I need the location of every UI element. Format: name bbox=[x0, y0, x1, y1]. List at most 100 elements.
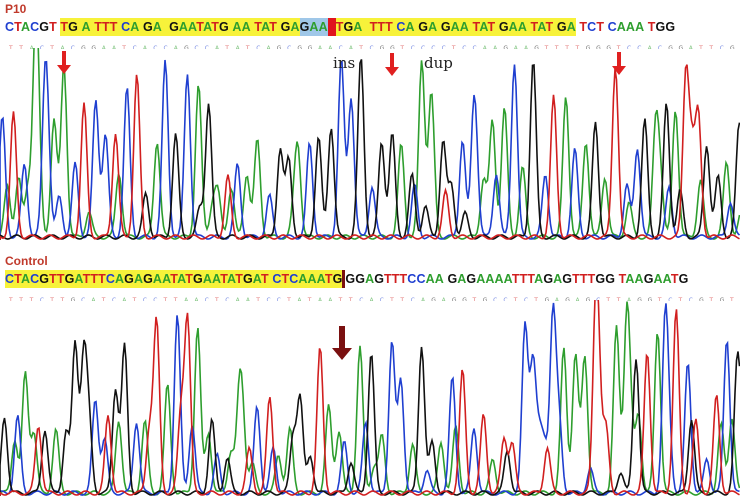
control-chromatogram-panel: Control CTACGTTGATTTCAGAGAATATGAATATGAT … bbox=[0, 252, 740, 504]
base-call-letter: G bbox=[668, 45, 673, 49]
base-call-letter: T bbox=[544, 45, 549, 49]
base-call-letter: T bbox=[338, 297, 343, 301]
base-call-letter: T bbox=[173, 297, 178, 301]
base-call-letter: T bbox=[708, 45, 713, 49]
trace-channel-c bbox=[0, 59, 740, 240]
base-call-letter: T bbox=[101, 297, 106, 301]
base-call-letter: G bbox=[545, 297, 550, 301]
base-call-letter: A bbox=[370, 297, 375, 301]
base-call-letter: T bbox=[657, 297, 662, 301]
base-call-letter: A bbox=[576, 297, 581, 301]
base-call-letter: C bbox=[205, 45, 209, 49]
p10-sequence-segment: TCT CAAA TGG bbox=[579, 20, 676, 34]
base-call-letter: A bbox=[421, 297, 426, 301]
base-call-letter: T bbox=[121, 45, 126, 49]
base-call-letter: A bbox=[689, 45, 694, 49]
base-call-letter: T bbox=[348, 297, 353, 301]
base-call-letter: C bbox=[81, 297, 85, 301]
base-call-letter: T bbox=[8, 45, 13, 49]
base-call-letter: T bbox=[224, 45, 229, 49]
base-call-letter: A bbox=[555, 297, 560, 301]
base-call-letter: A bbox=[91, 297, 96, 301]
base-call-letter: G bbox=[390, 45, 395, 49]
base-call-letter: C bbox=[153, 45, 157, 49]
base-call-letter: C bbox=[256, 45, 260, 49]
base-call-letter: A bbox=[215, 45, 220, 49]
base-call-letter: A bbox=[524, 45, 529, 49]
base-call-letter: C bbox=[71, 45, 75, 49]
base-call-letter: T bbox=[132, 297, 137, 301]
base-call-letter: C bbox=[411, 45, 415, 49]
trace-channel-a bbox=[0, 301, 740, 496]
base-call-letter: A bbox=[514, 45, 519, 49]
base-call-letter: A bbox=[30, 45, 35, 49]
base-call-letter: A bbox=[122, 297, 127, 301]
p10-chromatogram-trace bbox=[0, 48, 740, 240]
base-call-letter: T bbox=[399, 45, 404, 49]
base-call-letter: T bbox=[575, 45, 580, 49]
base-call-letter: G bbox=[71, 297, 76, 301]
base-call-letter: G bbox=[730, 45, 735, 49]
base-call-letter: G bbox=[452, 297, 457, 301]
base-call-letter: T bbox=[698, 45, 703, 49]
base-call-letter: T bbox=[60, 297, 65, 301]
base-call-letter: T bbox=[49, 45, 54, 49]
base-call-letter: T bbox=[616, 297, 621, 301]
base-call-letter: A bbox=[184, 297, 189, 301]
base-call-letter: T bbox=[214, 297, 219, 301]
base-call-letter: A bbox=[328, 45, 333, 49]
control-chromatogram-trace bbox=[0, 300, 740, 496]
base-call-letter: T bbox=[678, 297, 683, 301]
base-call-letter: C bbox=[287, 45, 291, 49]
base-call-letter: C bbox=[112, 297, 116, 301]
base-call-letter: A bbox=[318, 45, 323, 49]
base-call-letter: C bbox=[359, 297, 363, 301]
mutation-arrow bbox=[57, 51, 71, 74]
base-call-letter: C bbox=[370, 45, 374, 49]
trace-channel-t bbox=[0, 64, 740, 240]
base-call-letter: C bbox=[267, 297, 271, 301]
base-call-letter: A bbox=[297, 297, 302, 301]
trace-channel-g bbox=[0, 59, 740, 240]
p10-sample-label: P10 bbox=[5, 2, 27, 16]
p10-sequence-line: CTACGT TG A TTT CA GA GAATATG AA TAT GA G… bbox=[5, 18, 675, 36]
base-call-letter: A bbox=[627, 297, 632, 301]
base-call-letter: C bbox=[596, 297, 600, 301]
base-call-letter: T bbox=[389, 297, 394, 301]
base-call-letter: T bbox=[513, 297, 518, 301]
base-call-letter: C bbox=[720, 45, 724, 49]
base-call-letter: G bbox=[586, 297, 591, 301]
base-call-letter: G bbox=[596, 45, 601, 49]
base-call-letter: A bbox=[349, 45, 354, 49]
base-call-letter: T bbox=[708, 297, 713, 301]
base-call-letter: T bbox=[729, 297, 734, 301]
base-call-letter: A bbox=[112, 45, 117, 49]
base-call-letter: C bbox=[153, 297, 157, 301]
mutation-arrow bbox=[612, 52, 626, 75]
base-call-letter: G bbox=[308, 45, 313, 49]
base-call-letter: G bbox=[483, 297, 488, 301]
base-call-letter: T bbox=[245, 45, 250, 49]
trace-channel-g bbox=[0, 339, 740, 496]
p10-sequence-segment bbox=[327, 18, 336, 36]
base-call-letter: A bbox=[246, 297, 251, 301]
base-call-letter: A bbox=[648, 45, 653, 49]
base-call-letter: A bbox=[442, 297, 447, 301]
base-call-letter: C bbox=[277, 297, 281, 301]
trace-channel-t bbox=[0, 300, 740, 496]
p10-chromatogram-panel: P10 CTACGT TG A TTT CA GA GAATATG AA TAT… bbox=[0, 2, 740, 240]
base-call-letter: C bbox=[205, 297, 209, 301]
base-call-letter: T bbox=[564, 45, 569, 49]
mutation-arrow bbox=[385, 53, 399, 76]
base-call-letter: G bbox=[184, 45, 189, 49]
base-call-letter: T bbox=[8, 297, 13, 301]
base-call-letter: G bbox=[699, 297, 704, 301]
base-call-letter: C bbox=[431, 45, 435, 49]
base-call-letter: A bbox=[102, 45, 107, 49]
base-call-letter: G bbox=[81, 45, 86, 49]
base-call-letter: C bbox=[40, 297, 44, 301]
p10-sequence-segment: GAA bbox=[299, 18, 328, 36]
base-call-letter: A bbox=[61, 45, 66, 49]
base-call-letter: T bbox=[616, 45, 621, 49]
base-call-letter: A bbox=[194, 297, 199, 301]
